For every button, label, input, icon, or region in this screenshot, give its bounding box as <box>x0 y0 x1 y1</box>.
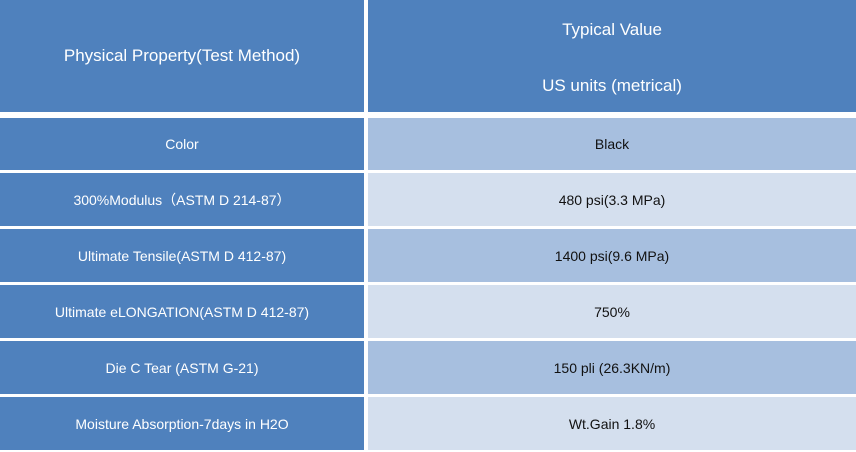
value-label: 1400 psi(9.6 MPa) <box>554 247 670 264</box>
table-row-value: 480 psi(3.3 MPa) <box>368 173 856 226</box>
property-label: Color <box>165 136 199 152</box>
table-row-property: Ultimate eLONGATION(ASTM D 412-87) <box>0 285 364 338</box>
value-label: 150 pli (26.3KN/m) <box>553 359 671 376</box>
header-property: Physical Property(Test Method) <box>0 0 364 112</box>
table-row-property: Ultimate Tensile(ASTM D 412-87) <box>0 229 364 282</box>
table-row-property: Moisture Absorption-7days in H2O <box>0 397 364 450</box>
property-label: Ultimate eLONGATION(ASTM D 412-87) <box>54 303 310 320</box>
header-typical-value: Typical Value US units (metrical) <box>368 0 856 112</box>
property-label: Moisture Absorption-7days in H2O <box>75 415 289 432</box>
header-property-label: Physical Property(Test Method) <box>63 46 301 65</box>
table-row-property: Die C Tear (ASTM G-21) <box>0 341 364 394</box>
value-label: Wt.Gain 1.8% <box>568 415 656 432</box>
value-label: 750% <box>594 303 630 320</box>
table-row-value: 150 pli (26.3KN/m) <box>368 341 856 394</box>
table-row-value: Wt.Gain 1.8% <box>368 397 856 450</box>
property-label: Die C Tear (ASTM G-21) <box>105 359 259 376</box>
value-label: 480 psi(3.3 MPa) <box>558 191 666 208</box>
table-row-value: Black <box>368 118 856 170</box>
header-value-line1: Typical Value <box>562 20 662 39</box>
property-label: 300%Modulus（ASTM D 214-87） <box>73 191 291 208</box>
table-row-value: 1400 psi(9.6 MPa) <box>368 229 856 282</box>
table-row-property: 300%Modulus（ASTM D 214-87） <box>0 173 364 226</box>
table-row-value: 750% <box>368 285 856 338</box>
header-value-line2: US units (metrical) <box>542 76 682 95</box>
property-label: Ultimate Tensile(ASTM D 412-87) <box>77 247 287 264</box>
value-label: Black <box>594 136 630 152</box>
table-row-property: Color <box>0 118 364 170</box>
